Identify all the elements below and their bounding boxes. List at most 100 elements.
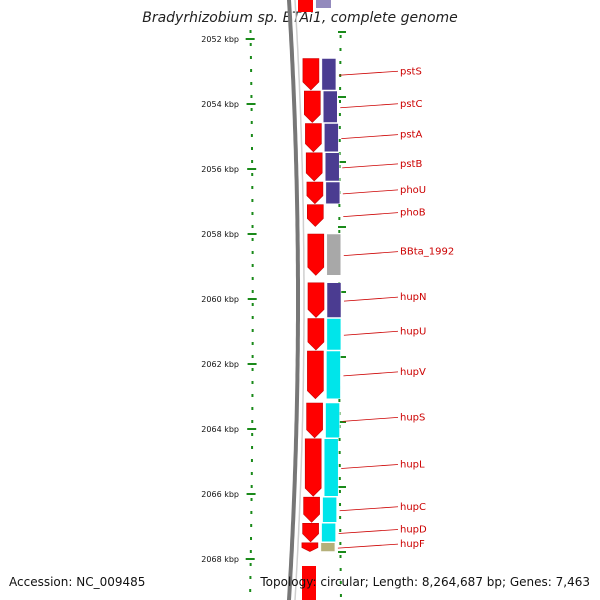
label-leader-hupl — [341, 464, 399, 469]
cds-arrow-psta[interactable] — [305, 123, 322, 153]
minor-tick-left — [249, 550, 252, 553]
minor-tick-left — [251, 316, 254, 319]
cog-bar-pstc — [323, 90, 338, 123]
minor-tick-right — [339, 594, 342, 597]
cog-bar-hupu — [326, 318, 342, 351]
minor-tick-right — [339, 516, 342, 519]
cds-arrow-hups[interactable] — [306, 402, 323, 439]
gene-label-phob[interactable]: phoB — [400, 208, 426, 219]
gene-label-pstc[interactable]: pstC — [400, 99, 422, 110]
label-leader-hups — [342, 416, 399, 422]
minor-tick-right — [338, 464, 341, 467]
minor-tick-right — [338, 451, 341, 454]
minor-tick-left — [251, 264, 254, 267]
minor-tick-left — [251, 186, 254, 189]
gene-label-psts[interactable]: pstS — [400, 66, 422, 77]
minor-tick-right — [339, 503, 342, 506]
minor-tick-left — [250, 537, 253, 540]
minor-tick-left — [251, 407, 254, 410]
minor-tick-right — [338, 490, 341, 493]
minor-tick-right — [338, 399, 341, 402]
tick-label: 2058 kbp — [201, 230, 239, 239]
cds-arrow-hupv[interactable] — [307, 350, 324, 400]
cds-arrow-phob[interactable] — [306, 204, 324, 227]
cds-arrow-hupc[interactable] — [303, 496, 320, 523]
major-tick-right — [338, 161, 346, 163]
tick-label: 2054 kbp — [201, 100, 239, 109]
major-tick-right — [338, 291, 346, 293]
minor-tick-left — [251, 420, 254, 423]
minor-tick-left — [251, 303, 254, 306]
cds-arrow-hupf[interactable] — [301, 542, 319, 552]
cog-bar-bbta_1992 — [326, 233, 342, 276]
gene-label-psta[interactable]: pstA — [400, 130, 422, 141]
minor-tick-right — [338, 152, 341, 155]
minor-tick-left — [251, 160, 254, 163]
minor-tick-right — [338, 178, 341, 181]
cds-arrow-phou[interactable] — [306, 181, 324, 205]
major-tick-right — [338, 226, 346, 228]
major-tick — [245, 558, 255, 560]
cog-bar-psts — [321, 58, 337, 91]
gene-label-hupd[interactable]: hupD — [400, 525, 427, 536]
gene-label-pstb[interactable]: pstB — [400, 159, 422, 170]
major-tick — [246, 103, 256, 105]
label-leader-phob — [343, 212, 399, 218]
gene-label-bbta_1992[interactable]: BBta_1992 — [400, 247, 454, 258]
tick-label: 2062 kbp — [201, 360, 239, 369]
cds-arrow-bbta_1992[interactable] — [307, 233, 325, 276]
minor-tick-left — [251, 446, 254, 449]
minor-tick-right — [339, 100, 341, 103]
cog-bar-phou — [325, 181, 341, 204]
cds-arrow-pstc[interactable] — [303, 90, 321, 123]
cog-bar-hupd — [321, 523, 336, 542]
gene-label-hupv[interactable]: hupV — [400, 367, 426, 378]
minor-tick-left — [250, 121, 253, 124]
cds-arrow-hupn[interactable] — [307, 282, 325, 318]
gene-label-hups[interactable]: hupS — [400, 412, 425, 423]
topology-label: Topology: circular; Length: 8,264,687 bp… — [260, 575, 590, 589]
label-leader-hupn — [343, 296, 399, 302]
gene-label-phou[interactable]: phoU — [400, 185, 426, 196]
minor-tick-left — [250, 459, 253, 462]
minor-tick-right — [339, 581, 342, 584]
gene-label-hupn[interactable]: hupN — [400, 292, 427, 303]
minor-tick-left — [251, 433, 254, 436]
cds-arrow-hupd[interactable] — [302, 522, 319, 543]
major-tick-right — [338, 486, 346, 488]
minor-tick-left — [250, 498, 253, 501]
minor-tick-right — [339, 542, 342, 545]
gene-label-hupl[interactable]: hupL — [400, 460, 425, 471]
minor-tick-left — [249, 43, 252, 46]
minor-tick-right — [339, 568, 342, 571]
minor-tick-right — [339, 48, 342, 51]
major-tick — [247, 363, 257, 365]
major-tick-right — [338, 421, 346, 423]
gene-label-hupc[interactable]: hupC — [400, 502, 426, 513]
minor-tick-right — [338, 230, 341, 233]
minor-tick-left — [249, 589, 252, 592]
minor-tick-right — [339, 35, 342, 38]
minor-tick-left — [251, 238, 254, 241]
minor-tick-right — [338, 477, 341, 480]
minor-tick-left — [250, 95, 253, 98]
minor-tick-right — [338, 204, 341, 207]
gene-label-hupf[interactable]: hupF — [400, 539, 425, 550]
cds-arrow-pstb[interactable] — [305, 152, 323, 182]
major-tick-right — [338, 356, 346, 358]
major-tick — [245, 38, 255, 40]
minor-tick-left — [250, 134, 253, 137]
cds-arrow-hupl[interactable] — [304, 438, 322, 497]
cds-arrow-psts[interactable] — [302, 58, 320, 91]
tick-label: 2056 kbp — [201, 165, 239, 174]
gene-label-hupu[interactable]: hupU — [400, 326, 426, 337]
minor-tick-right — [338, 126, 341, 129]
minor-tick-left — [250, 524, 253, 527]
label-leader-hupc — [339, 506, 399, 512]
tick-label: 2060 kbp — [201, 295, 239, 304]
minor-tick-left — [251, 199, 254, 202]
cds-arrow-hupu[interactable] — [307, 318, 325, 351]
cog-bar-hupl — [323, 438, 339, 497]
label-leader-hupv — [343, 371, 399, 377]
minor-tick-right — [338, 165, 341, 168]
